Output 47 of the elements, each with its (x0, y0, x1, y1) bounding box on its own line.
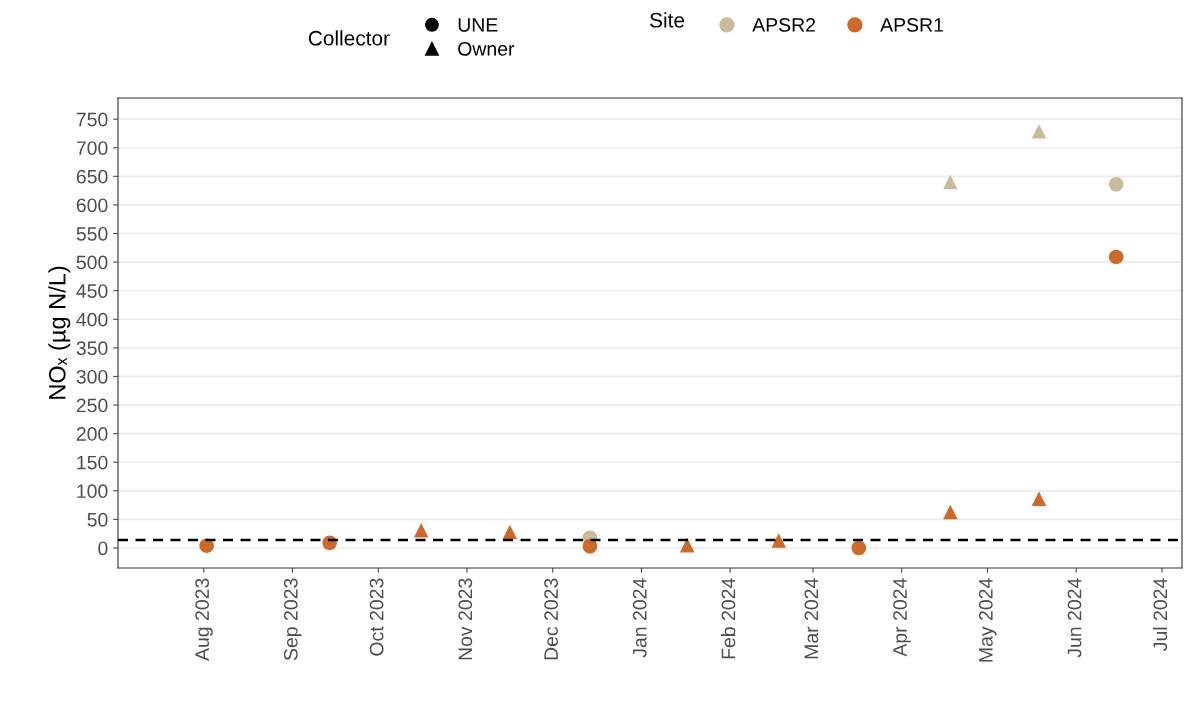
legend-label: APSR1 (880, 18, 943, 32)
y-tick-label: 350 (76, 341, 108, 356)
point (679, 537, 695, 553)
x-tick-label: Apr 2024 (893, 578, 911, 657)
x-tick-label: Dec 2023 (544, 578, 558, 660)
y-tick-label: 400 (76, 312, 108, 327)
y-tick-label: 450 (76, 284, 108, 298)
x-tick-label: Oct 2023 (369, 578, 384, 656)
y-tick-label: 550 (76, 226, 108, 241)
x-tick-label: Jan 2024 (632, 578, 647, 658)
x-tick-label: Aug 2023 (195, 578, 213, 661)
x-tick-label: Mar 2024 (804, 578, 819, 659)
y-axis-title: NOₓ (µg N/L) (48, 266, 71, 399)
y-tick-label: 700 (76, 141, 108, 155)
text: Collector (308, 30, 390, 46)
point (943, 504, 958, 520)
y-tick-label: 200 (76, 427, 108, 441)
y-tick-label: 100 (77, 484, 108, 499)
point (502, 524, 518, 540)
point (582, 538, 598, 554)
y-tick-label: 300 (76, 369, 108, 384)
text: UNE (458, 18, 498, 32)
point (413, 522, 429, 538)
legend-label: APSR2 (752, 18, 816, 32)
point (943, 174, 958, 190)
y-tick-label: 0 (98, 541, 108, 556)
y-tick-label: 600 (76, 198, 108, 213)
x-tick-label: Nov 2023 (458, 578, 473, 660)
x-tick-label: May 2024 (978, 578, 997, 662)
point (1031, 123, 1047, 139)
point (1108, 177, 1124, 192)
y-tick-label: 250 (76, 398, 108, 413)
x-tick-label: Jul 2024 (1152, 578, 1168, 651)
x-tick-label: Jun 2024 (1067, 578, 1082, 658)
y-tick-label: 750 (76, 112, 108, 127)
point (851, 540, 867, 556)
point (1031, 491, 1047, 507)
y-tick-label: 650 (76, 169, 108, 184)
point (1108, 249, 1124, 265)
text: Owner (458, 41, 515, 56)
y-tick-label: 150 (77, 455, 108, 470)
y-tick-label: 50 (87, 512, 108, 527)
point (771, 533, 786, 548)
x-tick-label: Feb 2024 (721, 578, 736, 659)
legend-title: Site (650, 12, 685, 28)
y-tick-label: 500 (76, 255, 108, 270)
x-tick-label: Sep 2023 (283, 578, 302, 661)
